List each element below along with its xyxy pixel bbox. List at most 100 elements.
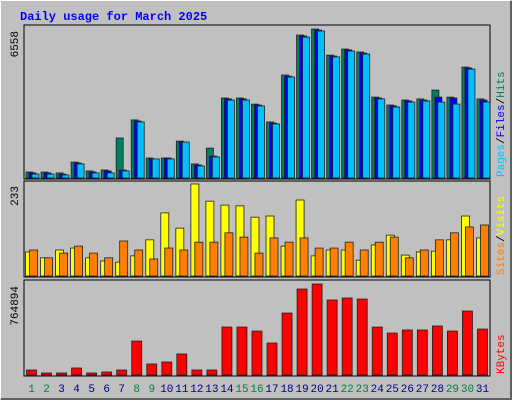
bar	[422, 100, 431, 179]
legend-entry: Visits	[496, 196, 508, 236]
bar	[106, 172, 115, 179]
bar	[287, 76, 295, 179]
bar	[29, 249, 38, 277]
bar	[480, 224, 489, 277]
bar	[392, 106, 401, 179]
bar	[31, 173, 40, 179]
bar	[401, 329, 413, 376]
bar	[329, 247, 339, 277]
x-tick-label: 19	[295, 384, 308, 396]
chart-title: Daily usage for March 2025	[20, 10, 207, 24]
bar	[272, 123, 280, 179]
x-tick-label: 31	[476, 384, 490, 396]
legend-separator: /	[496, 235, 508, 242]
bar	[227, 99, 235, 179]
bar	[89, 252, 99, 277]
bar	[296, 288, 308, 376]
x-tick-label: 5	[88, 384, 95, 396]
bar	[151, 158, 160, 179]
bar	[164, 247, 174, 277]
bar	[149, 258, 159, 277]
bar	[56, 372, 67, 376]
bar	[176, 353, 188, 376]
bar	[191, 369, 203, 376]
x-tick-label: 10	[160, 384, 173, 396]
bar	[59, 252, 68, 277]
bar	[41, 372, 52, 376]
bar	[239, 236, 249, 277]
bar	[447, 330, 458, 376]
bar	[116, 369, 128, 376]
x-tick-label: 18	[280, 384, 293, 396]
x-tick-label: 21	[326, 384, 340, 396]
bar	[146, 363, 158, 376]
bar	[254, 252, 264, 277]
x-tick-label: 2	[43, 384, 50, 396]
bar	[419, 249, 429, 277]
x-tick-label: 30	[461, 384, 474, 396]
bar	[266, 342, 278, 376]
x-tick-label: 24	[371, 384, 385, 396]
bar	[462, 310, 473, 376]
y-tick-label: 764894	[10, 286, 22, 326]
bar	[224, 232, 234, 277]
bar	[389, 236, 399, 277]
x-tick-label: 12	[190, 384, 203, 396]
bar	[356, 298, 368, 376]
legend: Pages/Files/Hits	[496, 71, 508, 177]
x-tick-label: 25	[386, 384, 399, 396]
bar	[344, 241, 354, 277]
x-tick-label: 14	[220, 384, 234, 396]
bar	[131, 340, 143, 376]
y-tick-label: 233	[10, 186, 22, 206]
legend-entry: KBytes	[496, 334, 508, 374]
bar	[416, 329, 428, 376]
bar	[181, 141, 190, 179]
bar	[404, 257, 414, 277]
bar	[86, 372, 98, 376]
bar	[74, 245, 83, 277]
bar	[179, 249, 189, 277]
legend-separator: /	[496, 98, 508, 105]
x-tick-label: 4	[73, 384, 80, 396]
legend-entry: Pages	[496, 144, 508, 177]
bar	[362, 53, 371, 179]
bar	[281, 312, 293, 376]
bar	[477, 328, 488, 376]
bar	[166, 158, 175, 179]
legend: Sites/Visits	[496, 196, 508, 275]
x-tick-label: 26	[401, 384, 414, 396]
bar	[434, 239, 444, 277]
x-tick-label: 23	[356, 384, 369, 396]
bar	[44, 257, 53, 277]
bar	[269, 237, 279, 277]
x-tick-label: 20	[311, 384, 324, 396]
bar	[211, 156, 220, 179]
bar	[314, 247, 324, 277]
bar	[71, 367, 82, 376]
bar	[302, 36, 310, 179]
bar	[347, 50, 356, 179]
bar	[299, 237, 309, 277]
bar	[371, 326, 383, 376]
bar	[377, 98, 386, 179]
bar	[119, 240, 129, 277]
bar	[450, 232, 459, 277]
x-tick-label: 3	[58, 384, 65, 396]
bar	[386, 332, 398, 376]
bar	[61, 174, 70, 179]
bar	[136, 121, 145, 179]
x-tick-label: 11	[175, 384, 189, 396]
bar	[209, 241, 219, 277]
bar	[101, 371, 113, 376]
x-tick-label: 7	[118, 384, 125, 396]
bar	[465, 226, 474, 277]
bar	[221, 326, 233, 376]
bar	[284, 241, 294, 277]
bar	[326, 299, 338, 376]
bar	[26, 369, 37, 376]
bar	[134, 249, 144, 277]
bar	[161, 361, 173, 376]
